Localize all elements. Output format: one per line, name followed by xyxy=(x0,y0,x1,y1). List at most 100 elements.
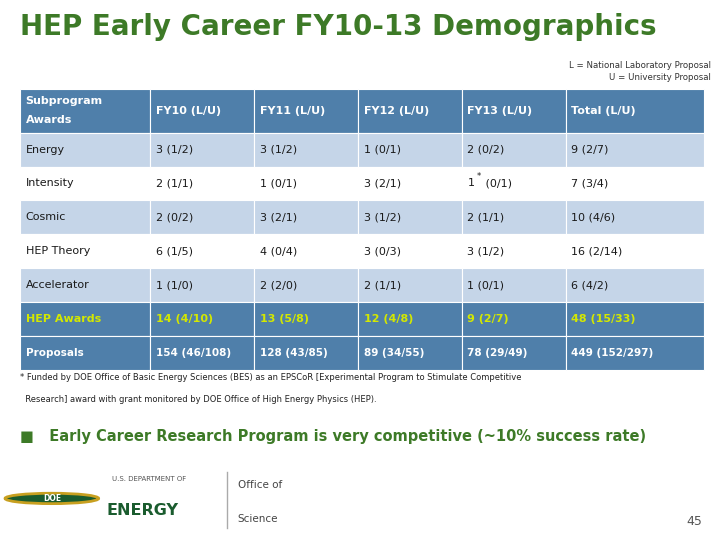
Bar xyxy=(462,234,566,268)
Bar xyxy=(254,200,358,234)
Bar xyxy=(462,302,566,336)
Text: 45: 45 xyxy=(686,515,702,528)
Text: ENERGY: ENERGY xyxy=(107,503,179,518)
Bar xyxy=(358,234,462,268)
Text: 1 (0/1): 1 (0/1) xyxy=(467,280,505,290)
Text: 3 (1/2): 3 (1/2) xyxy=(364,212,400,222)
Text: 78 (29/49): 78 (29/49) xyxy=(467,348,528,358)
Text: 1: 1 xyxy=(467,178,474,188)
Bar xyxy=(150,268,254,302)
Text: FY11 (L/U): FY11 (L/U) xyxy=(260,106,325,116)
Text: Accelerator: Accelerator xyxy=(26,280,89,290)
Bar xyxy=(20,268,150,302)
Bar xyxy=(358,133,462,166)
Bar xyxy=(254,302,358,336)
Bar xyxy=(358,89,462,133)
Text: FY12 (L/U): FY12 (L/U) xyxy=(364,106,429,116)
Text: 7 (3/4): 7 (3/4) xyxy=(572,178,608,188)
Bar xyxy=(566,302,704,336)
Bar xyxy=(254,89,358,133)
Text: 1 (1/0): 1 (1/0) xyxy=(156,280,192,290)
Bar xyxy=(20,89,150,133)
Bar xyxy=(150,166,254,200)
Bar xyxy=(462,89,566,133)
Bar xyxy=(20,166,150,200)
Bar xyxy=(358,336,462,370)
Text: HEP Early Career FY10-13 Demographics: HEP Early Career FY10-13 Demographics xyxy=(20,13,657,41)
Text: Office of: Office of xyxy=(238,481,282,490)
Bar xyxy=(566,336,704,370)
Bar xyxy=(150,336,254,370)
Text: 16 (2/14): 16 (2/14) xyxy=(572,246,623,256)
Text: 1 (0/1): 1 (0/1) xyxy=(260,178,297,188)
Bar xyxy=(254,166,358,200)
Bar xyxy=(20,336,150,370)
Bar xyxy=(150,200,254,234)
Bar xyxy=(566,268,704,302)
Text: 2 (1/1): 2 (1/1) xyxy=(156,178,193,188)
Text: 89 (34/55): 89 (34/55) xyxy=(364,348,424,358)
Text: 12 (4/8): 12 (4/8) xyxy=(364,314,413,324)
Text: Research] award with grant monitored by DOE Office of High Energy Physics (HEP).: Research] award with grant monitored by … xyxy=(20,395,377,404)
Bar xyxy=(462,133,566,166)
Bar xyxy=(20,234,150,268)
Bar xyxy=(566,89,704,133)
Bar xyxy=(150,133,254,166)
Text: 13 (5/8): 13 (5/8) xyxy=(260,314,309,324)
Text: Energy: Energy xyxy=(26,145,65,154)
Text: 3 (1/2): 3 (1/2) xyxy=(156,145,193,154)
Bar xyxy=(150,302,254,336)
Bar xyxy=(462,200,566,234)
Text: 2 (2/0): 2 (2/0) xyxy=(260,280,297,290)
Bar xyxy=(462,336,566,370)
Text: * Funded by DOE Office of Basic Energy Sciences (BES) as an EPSCoR [Experimental: * Funded by DOE Office of Basic Energy S… xyxy=(20,373,522,382)
Bar xyxy=(358,268,462,302)
Bar xyxy=(254,133,358,166)
Bar xyxy=(358,166,462,200)
Text: 9 (2/7): 9 (2/7) xyxy=(467,314,509,324)
Bar xyxy=(566,234,704,268)
Text: FY10 (L/U): FY10 (L/U) xyxy=(156,106,221,116)
Text: U.S. DEPARTMENT OF: U.S. DEPARTMENT OF xyxy=(112,476,186,482)
Text: Proposals: Proposals xyxy=(26,348,84,358)
Text: 3 (2/1): 3 (2/1) xyxy=(364,178,400,188)
Text: DOE: DOE xyxy=(42,494,61,503)
Bar xyxy=(20,302,150,336)
Text: Intensity: Intensity xyxy=(26,178,74,188)
Text: 3 (1/2): 3 (1/2) xyxy=(260,145,297,154)
Bar xyxy=(566,166,704,200)
Bar xyxy=(358,200,462,234)
Bar xyxy=(254,336,358,370)
Text: 128 (43/85): 128 (43/85) xyxy=(260,348,328,358)
Text: 2 (1/1): 2 (1/1) xyxy=(364,280,400,290)
Text: Cosmic: Cosmic xyxy=(26,212,66,222)
Bar xyxy=(358,302,462,336)
Bar xyxy=(150,89,254,133)
Text: 4 (0/4): 4 (0/4) xyxy=(260,246,297,256)
Text: 3 (1/2): 3 (1/2) xyxy=(467,246,505,256)
Text: 449 (152/297): 449 (152/297) xyxy=(572,348,654,358)
Text: 10 (4/6): 10 (4/6) xyxy=(572,212,616,222)
Text: 2 (1/1): 2 (1/1) xyxy=(467,212,505,222)
Text: 9 (2/7): 9 (2/7) xyxy=(572,145,609,154)
Text: 6 (1/5): 6 (1/5) xyxy=(156,246,192,256)
Bar xyxy=(254,234,358,268)
Bar xyxy=(254,268,358,302)
Text: (0/1): (0/1) xyxy=(482,178,512,188)
Text: HEP Awards: HEP Awards xyxy=(26,314,101,324)
Text: Awards: Awards xyxy=(26,114,72,125)
Text: 3 (2/1): 3 (2/1) xyxy=(260,212,297,222)
Text: ■   Early Career Research Program is very competitive (~10% success rate): ■ Early Career Research Program is very … xyxy=(20,429,647,443)
Text: 1 (0/1): 1 (0/1) xyxy=(364,145,400,154)
Text: 154 (46/108): 154 (46/108) xyxy=(156,348,230,358)
Text: Subprogram: Subprogram xyxy=(26,96,103,106)
Text: Total (L/U): Total (L/U) xyxy=(572,106,636,116)
Bar xyxy=(462,166,566,200)
Bar xyxy=(20,133,150,166)
Text: Science: Science xyxy=(238,514,278,524)
Text: L = National Laboratory Proposal
U = University Proposal: L = National Laboratory Proposal U = Uni… xyxy=(570,60,711,82)
Text: HEP Theory: HEP Theory xyxy=(26,246,90,256)
Bar xyxy=(462,268,566,302)
Text: *: * xyxy=(477,172,481,180)
Text: 6 (4/2): 6 (4/2) xyxy=(572,280,608,290)
